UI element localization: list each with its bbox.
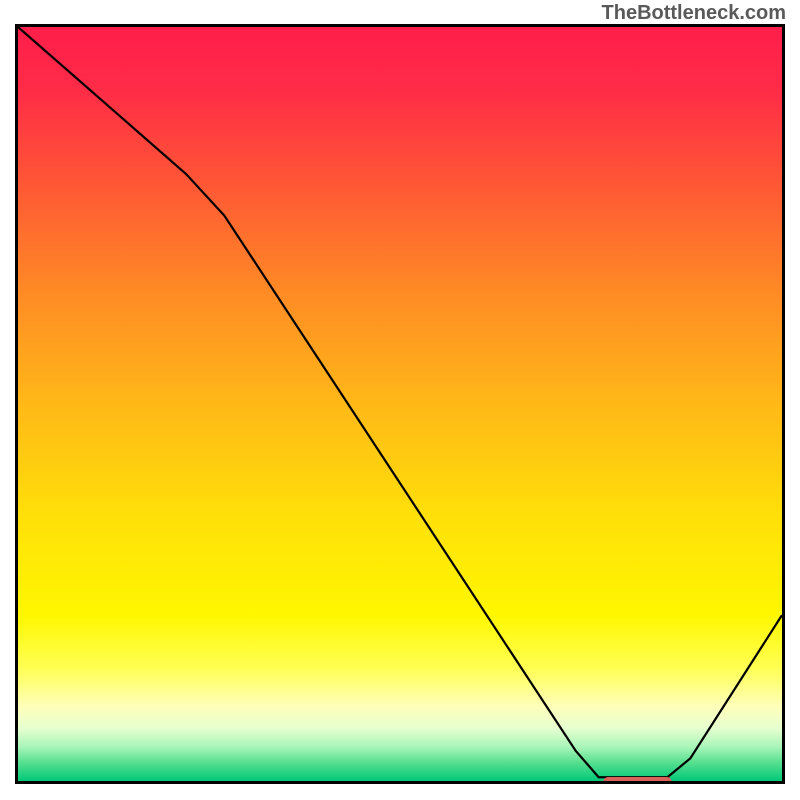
optimum-marker bbox=[603, 777, 672, 784]
plot-frame bbox=[15, 24, 785, 784]
curve-line bbox=[18, 27, 782, 781]
watermark-text: TheBottleneck.com bbox=[602, 2, 786, 25]
